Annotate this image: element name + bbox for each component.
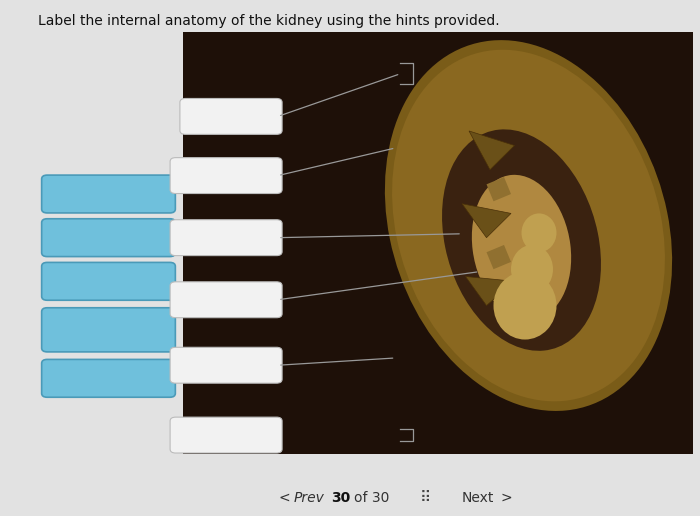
- Ellipse shape: [511, 245, 553, 294]
- Text: >: >: [500, 491, 512, 505]
- FancyBboxPatch shape: [170, 347, 282, 383]
- Text: Label the internal anatomy of the kidney using the hints provided.: Label the internal anatomy of the kidney…: [38, 13, 500, 27]
- Text: ⠿: ⠿: [420, 490, 431, 505]
- Ellipse shape: [392, 50, 665, 401]
- FancyBboxPatch shape: [180, 99, 282, 134]
- Text: Renal medulla: Renal medulla: [66, 231, 150, 244]
- Polygon shape: [469, 131, 514, 170]
- FancyBboxPatch shape: [170, 220, 282, 255]
- Ellipse shape: [385, 40, 672, 411]
- Text: Prev: Prev: [294, 491, 325, 505]
- Ellipse shape: [472, 175, 571, 320]
- FancyBboxPatch shape: [183, 31, 693, 454]
- FancyBboxPatch shape: [42, 308, 175, 352]
- Polygon shape: [466, 277, 514, 305]
- Ellipse shape: [522, 214, 556, 252]
- Polygon shape: [486, 177, 511, 201]
- Ellipse shape: [442, 130, 601, 351]
- Text: Renal sinus: Renal sinus: [75, 372, 142, 385]
- FancyBboxPatch shape: [42, 219, 175, 256]
- FancyBboxPatch shape: [42, 175, 175, 213]
- Text: 30: 30: [330, 491, 350, 505]
- Text: of 30: of 30: [354, 491, 389, 505]
- Ellipse shape: [494, 271, 556, 340]
- Polygon shape: [486, 245, 511, 269]
- Text: Renal cortex: Renal cortex: [71, 187, 146, 201]
- FancyBboxPatch shape: [42, 263, 175, 300]
- FancyBboxPatch shape: [170, 282, 282, 318]
- FancyBboxPatch shape: [170, 158, 282, 194]
- FancyBboxPatch shape: [170, 417, 282, 453]
- FancyBboxPatch shape: [42, 360, 175, 397]
- Text: Renal
pyramid: Renal pyramid: [84, 315, 133, 344]
- Text: Renal column: Renal column: [69, 275, 148, 288]
- Text: <: <: [279, 491, 290, 505]
- Text: Next: Next: [462, 491, 494, 505]
- Polygon shape: [462, 204, 511, 238]
